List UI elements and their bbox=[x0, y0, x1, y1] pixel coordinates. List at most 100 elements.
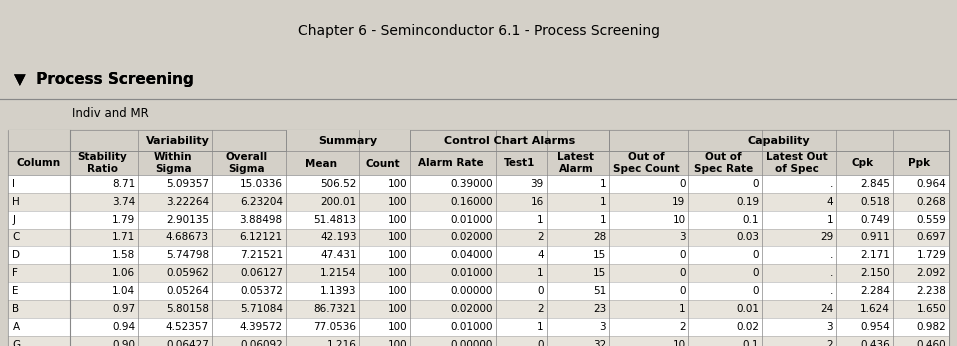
Text: A: A bbox=[12, 322, 19, 332]
Text: ▼  Process Screening: ▼ Process Screening bbox=[14, 72, 194, 87]
Text: E: E bbox=[12, 286, 19, 296]
Text: 100: 100 bbox=[388, 215, 408, 225]
Text: 1.2154: 1.2154 bbox=[320, 268, 357, 278]
Text: 0.05264: 0.05264 bbox=[167, 286, 209, 296]
Text: Out of
Spec Count: Out of Spec Count bbox=[613, 152, 680, 174]
Text: 1: 1 bbox=[827, 215, 833, 225]
Text: 19: 19 bbox=[672, 197, 685, 207]
Text: 100: 100 bbox=[388, 304, 408, 314]
Text: 5.71084: 5.71084 bbox=[240, 304, 282, 314]
Text: 1.216: 1.216 bbox=[326, 340, 357, 346]
Text: Chapter 6 - Seminconductor 6.1 - Process Screening: Chapter 6 - Seminconductor 6.1 - Process… bbox=[298, 24, 659, 38]
Bar bbox=[8, 318, 949, 336]
Text: 16: 16 bbox=[530, 197, 544, 207]
Text: Cpk: Cpk bbox=[852, 158, 874, 168]
Text: 1: 1 bbox=[537, 215, 544, 225]
Text: 7.21521: 7.21521 bbox=[239, 251, 282, 260]
Text: Test1: Test1 bbox=[503, 158, 535, 168]
Text: 1.79: 1.79 bbox=[112, 215, 135, 225]
Text: 1: 1 bbox=[537, 268, 544, 278]
Text: 0: 0 bbox=[679, 286, 685, 296]
Text: 4.68673: 4.68673 bbox=[166, 233, 209, 243]
Text: 23: 23 bbox=[592, 304, 606, 314]
Text: 100: 100 bbox=[388, 268, 408, 278]
Text: 0.00000: 0.00000 bbox=[451, 340, 493, 346]
Text: D: D bbox=[12, 251, 20, 260]
Text: Overall
Sigma: Overall Sigma bbox=[226, 152, 268, 174]
Text: 4: 4 bbox=[537, 251, 544, 260]
Text: H: H bbox=[12, 197, 20, 207]
Text: 10: 10 bbox=[673, 215, 685, 225]
Text: 1.729: 1.729 bbox=[917, 251, 946, 260]
Text: 0.05372: 0.05372 bbox=[240, 286, 282, 296]
Text: 0.964: 0.964 bbox=[917, 179, 946, 189]
Text: C: C bbox=[12, 233, 20, 243]
Text: 100: 100 bbox=[388, 179, 408, 189]
Text: 0: 0 bbox=[537, 340, 544, 346]
Text: 1: 1 bbox=[599, 215, 606, 225]
Text: 100: 100 bbox=[388, 286, 408, 296]
Text: 0.16000: 0.16000 bbox=[450, 197, 493, 207]
Bar bbox=[8, 300, 949, 318]
Text: 1: 1 bbox=[679, 304, 685, 314]
Text: 0.05962: 0.05962 bbox=[167, 268, 209, 278]
Text: 51: 51 bbox=[592, 286, 606, 296]
Text: 3.22264: 3.22264 bbox=[166, 197, 209, 207]
Text: I: I bbox=[12, 179, 15, 189]
Text: 0.94: 0.94 bbox=[112, 322, 135, 332]
Text: 2: 2 bbox=[537, 233, 544, 243]
Text: Column: Column bbox=[17, 158, 61, 168]
Text: G: G bbox=[12, 340, 20, 346]
Text: 0.06127: 0.06127 bbox=[240, 268, 282, 278]
Text: Count: Count bbox=[366, 159, 400, 169]
Text: 0.97: 0.97 bbox=[112, 304, 135, 314]
Text: 0.436: 0.436 bbox=[860, 340, 890, 346]
Text: 1: 1 bbox=[599, 197, 606, 207]
Text: 0.01000: 0.01000 bbox=[450, 215, 493, 225]
Text: 0.697: 0.697 bbox=[917, 233, 946, 243]
Text: 77.0536: 77.0536 bbox=[314, 322, 357, 332]
Text: .: . bbox=[830, 268, 833, 278]
Text: Summary: Summary bbox=[319, 136, 378, 146]
Text: 0.01000: 0.01000 bbox=[450, 268, 493, 278]
Text: 0.268: 0.268 bbox=[917, 197, 946, 207]
Text: 0.39000: 0.39000 bbox=[450, 179, 493, 189]
Text: 2.284: 2.284 bbox=[860, 286, 890, 296]
Text: 3.88498: 3.88498 bbox=[239, 215, 282, 225]
Text: 0.04000: 0.04000 bbox=[450, 251, 493, 260]
Text: 0: 0 bbox=[753, 251, 759, 260]
Text: 0.00000: 0.00000 bbox=[451, 286, 493, 296]
Text: 0: 0 bbox=[679, 268, 685, 278]
Text: 0.06427: 0.06427 bbox=[167, 340, 209, 346]
Text: 0.03: 0.03 bbox=[736, 233, 759, 243]
Text: 86.7321: 86.7321 bbox=[313, 304, 357, 314]
Text: 0.559: 0.559 bbox=[917, 215, 946, 225]
Text: 3: 3 bbox=[599, 322, 606, 332]
Bar bbox=[8, 193, 949, 211]
Text: 0.982: 0.982 bbox=[917, 322, 946, 332]
Text: 0.911: 0.911 bbox=[860, 233, 890, 243]
Text: Latest Out
of Spec: Latest Out of Spec bbox=[767, 152, 828, 174]
Text: 100: 100 bbox=[388, 251, 408, 260]
Text: 2: 2 bbox=[827, 340, 833, 346]
Text: 2.092: 2.092 bbox=[917, 268, 946, 278]
Bar bbox=[8, 211, 949, 229]
Text: 0: 0 bbox=[679, 251, 685, 260]
Text: 2.238: 2.238 bbox=[917, 286, 946, 296]
Bar bbox=[8, 282, 949, 300]
Text: F: F bbox=[12, 268, 18, 278]
Text: 6.23204: 6.23204 bbox=[240, 197, 282, 207]
Text: 506.52: 506.52 bbox=[321, 179, 357, 189]
Text: 0: 0 bbox=[753, 268, 759, 278]
Text: 2.150: 2.150 bbox=[860, 268, 890, 278]
Text: 47.431: 47.431 bbox=[320, 251, 357, 260]
Text: 0.518: 0.518 bbox=[860, 197, 890, 207]
Text: Out of
Spec Rate: Out of Spec Rate bbox=[694, 152, 753, 174]
Text: 100: 100 bbox=[388, 322, 408, 332]
Bar bbox=[70, 130, 285, 151]
Text: 39: 39 bbox=[530, 179, 544, 189]
Text: 0.02000: 0.02000 bbox=[450, 233, 493, 243]
Text: 0.1: 0.1 bbox=[743, 215, 759, 225]
Text: 0: 0 bbox=[679, 179, 685, 189]
Text: 1: 1 bbox=[537, 322, 544, 332]
